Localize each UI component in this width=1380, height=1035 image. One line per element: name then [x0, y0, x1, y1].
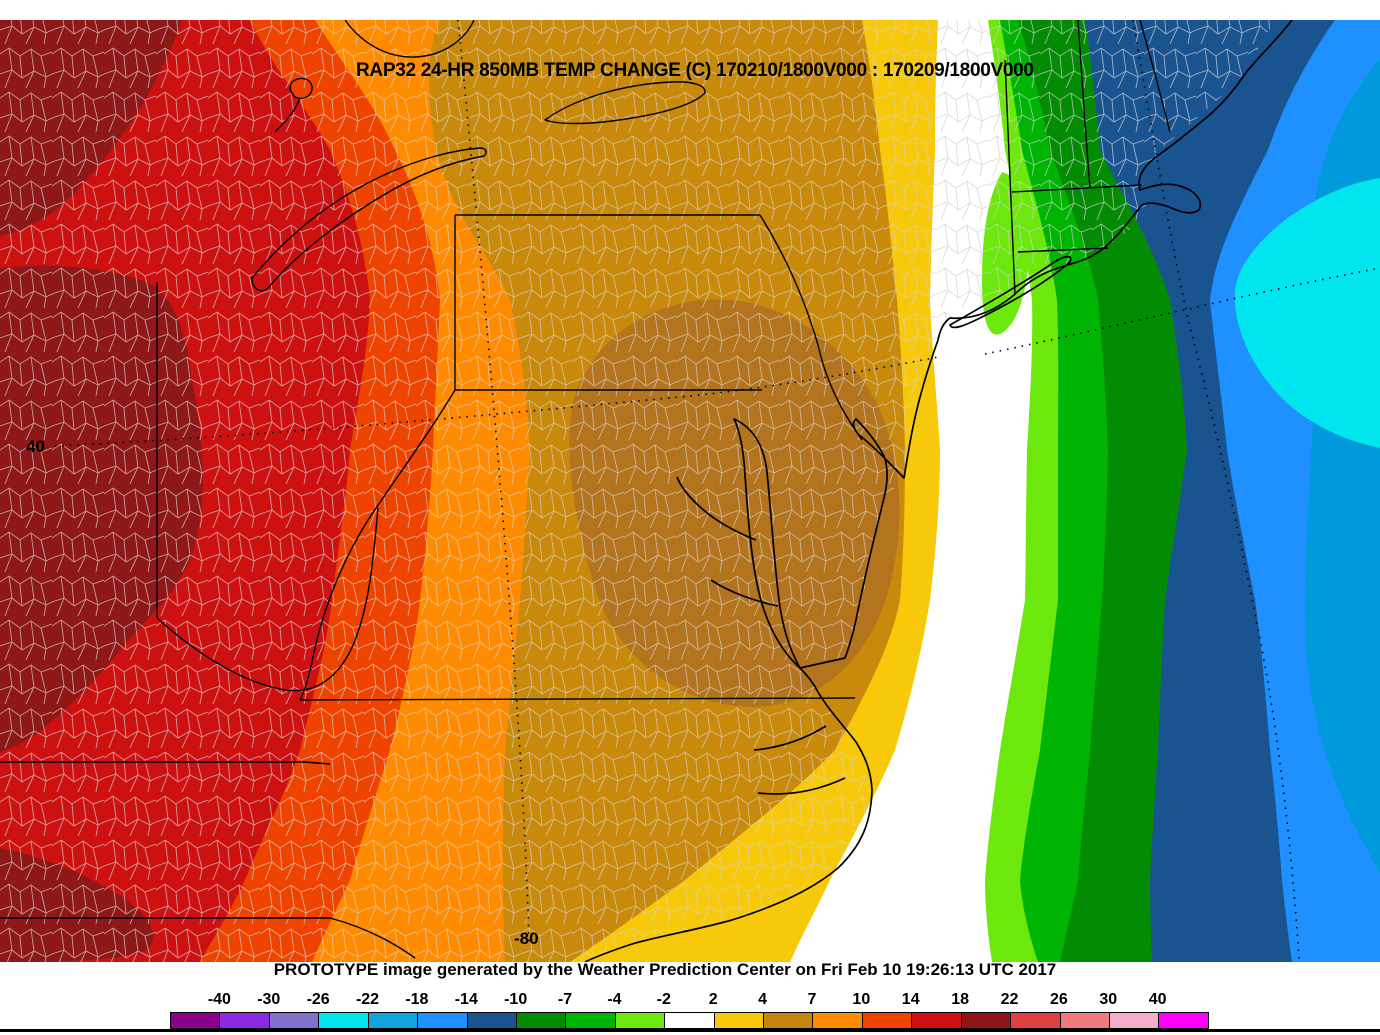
state-line-ny-east	[1004, 59, 1016, 296]
colorbar-segment	[566, 1013, 616, 1028]
colorbar-tick-label: 2	[708, 991, 718, 1008]
graticule-lines	[54, 20, 1380, 961]
colorbar-segment	[764, 1013, 814, 1028]
colorbar-segment	[862, 1013, 913, 1028]
longitude-80-label: -80	[514, 929, 539, 948]
colorbar-segment	[961, 1013, 1012, 1028]
colorbar-segment	[171, 1013, 221, 1028]
colorbar-tick-label: -30	[257, 991, 281, 1008]
james-river	[710, 579, 779, 607]
ohio-river	[156, 507, 379, 692]
colorbar-segment	[368, 1013, 419, 1028]
albemarle-sound	[753, 725, 827, 751]
colorbar-tick-label: -18	[405, 991, 429, 1008]
colorbar-tick-label: -14	[454, 991, 478, 1008]
band-cyan	[1234, 178, 1380, 448]
colorbar-tick-label: 40	[1148, 991, 1167, 1008]
colorbar-tick-label: -26	[306, 991, 330, 1008]
colorbar-segment	[615, 1013, 666, 1028]
map-bands: 40 -80	[0, 20, 1380, 962]
colorbar-segment	[220, 1013, 270, 1028]
state-line-vt-nh	[1077, 20, 1091, 189]
lake-st-clair	[274, 77, 313, 133]
lake-erie	[251, 147, 487, 292]
ocean-latitude-line	[984, 267, 1380, 355]
colorbar-segment	[319, 1013, 369, 1028]
colorbar-segment	[1011, 1013, 1061, 1028]
lake-ontario	[544, 81, 706, 125]
long-island	[949, 255, 1072, 329]
colorbar-tick-label: -10	[504, 991, 528, 1008]
potomac-river	[676, 476, 757, 541]
colorbar-tick-label: 14	[901, 991, 920, 1008]
lake-huron-shore	[344, 20, 475, 58]
chesapeake-bay	[733, 418, 801, 669]
state-line-ma-north	[1011, 184, 1143, 193]
map-title: RAP32 24-HR 850MB TEMP CHANGE (C) 170210…	[356, 60, 1034, 81]
state-line-va-nc	[299, 697, 856, 701]
colorbar-segment	[665, 1013, 715, 1028]
colorbar	[170, 1012, 1209, 1029]
state-line-nh-me	[1139, 20, 1171, 133]
colorbar-segment	[418, 1013, 468, 1028]
colorbar-tick-label: 10	[852, 991, 871, 1008]
colorbar-tick-label: 22	[1000, 991, 1019, 1008]
colorbar-segment	[516, 1013, 567, 1028]
prototype-notice: PROTOTYPE image generated by the Weather…	[273, 960, 1057, 979]
colorbar-tick-label: 26	[1049, 991, 1068, 1008]
colorbar-tick-label: -4	[607, 991, 622, 1008]
bottom-divider-line	[0, 1029, 1380, 1032]
colorbar-segment	[1159, 1013, 1208, 1028]
colorbar-tick-label: -7	[557, 991, 573, 1008]
colorbar-segment	[1110, 1013, 1160, 1028]
colorbar-segment	[813, 1013, 863, 1028]
colorbar-tick-label: 30	[1099, 991, 1118, 1008]
colorbar-segment	[467, 1013, 517, 1028]
colorbar-tick-label: -22	[355, 991, 380, 1008]
state-line-wv-va	[299, 389, 456, 701]
state-line-ma-south	[1017, 247, 1109, 253]
colorbar-tick-label: 4	[758, 991, 768, 1008]
colorbar-segment	[269, 1013, 320, 1028]
latitude-40-label: 40	[26, 437, 45, 456]
state-borders	[0, 20, 1171, 959]
state-line-ky-tn	[0, 761, 331, 765]
colorbar-tick-label: -40	[207, 991, 231, 1008]
colorbar-tick-label: -2	[656, 991, 671, 1008]
colorbar-segment	[714, 1013, 765, 1028]
colorbar-tick-label: 7	[807, 991, 817, 1008]
color-scale: -40 -30 -26 -22 -18 -14 -10 -7 -4 -2 2 4 7 10 14 18 22 26…	[170, 991, 1210, 1031]
state-line-tn-south	[0, 917, 416, 959]
colorbar-segment	[912, 1013, 962, 1028]
atlantic-coastline	[584, 20, 1293, 962]
colorbar-tick-label: 18	[951, 991, 969, 1008]
delaware-river-border	[759, 214, 863, 441]
colorbar-tick-labels: -40 -30 -26 -22 -18 -14 -10 -7 -4 -2 2 4 7 10 14 18 22 26…	[170, 991, 1210, 1009]
longitude-80-line	[457, 20, 530, 943]
coastline	[584, 20, 1293, 962]
colorbar-segment	[1060, 1013, 1111, 1028]
pamlico-sound	[757, 777, 846, 795]
